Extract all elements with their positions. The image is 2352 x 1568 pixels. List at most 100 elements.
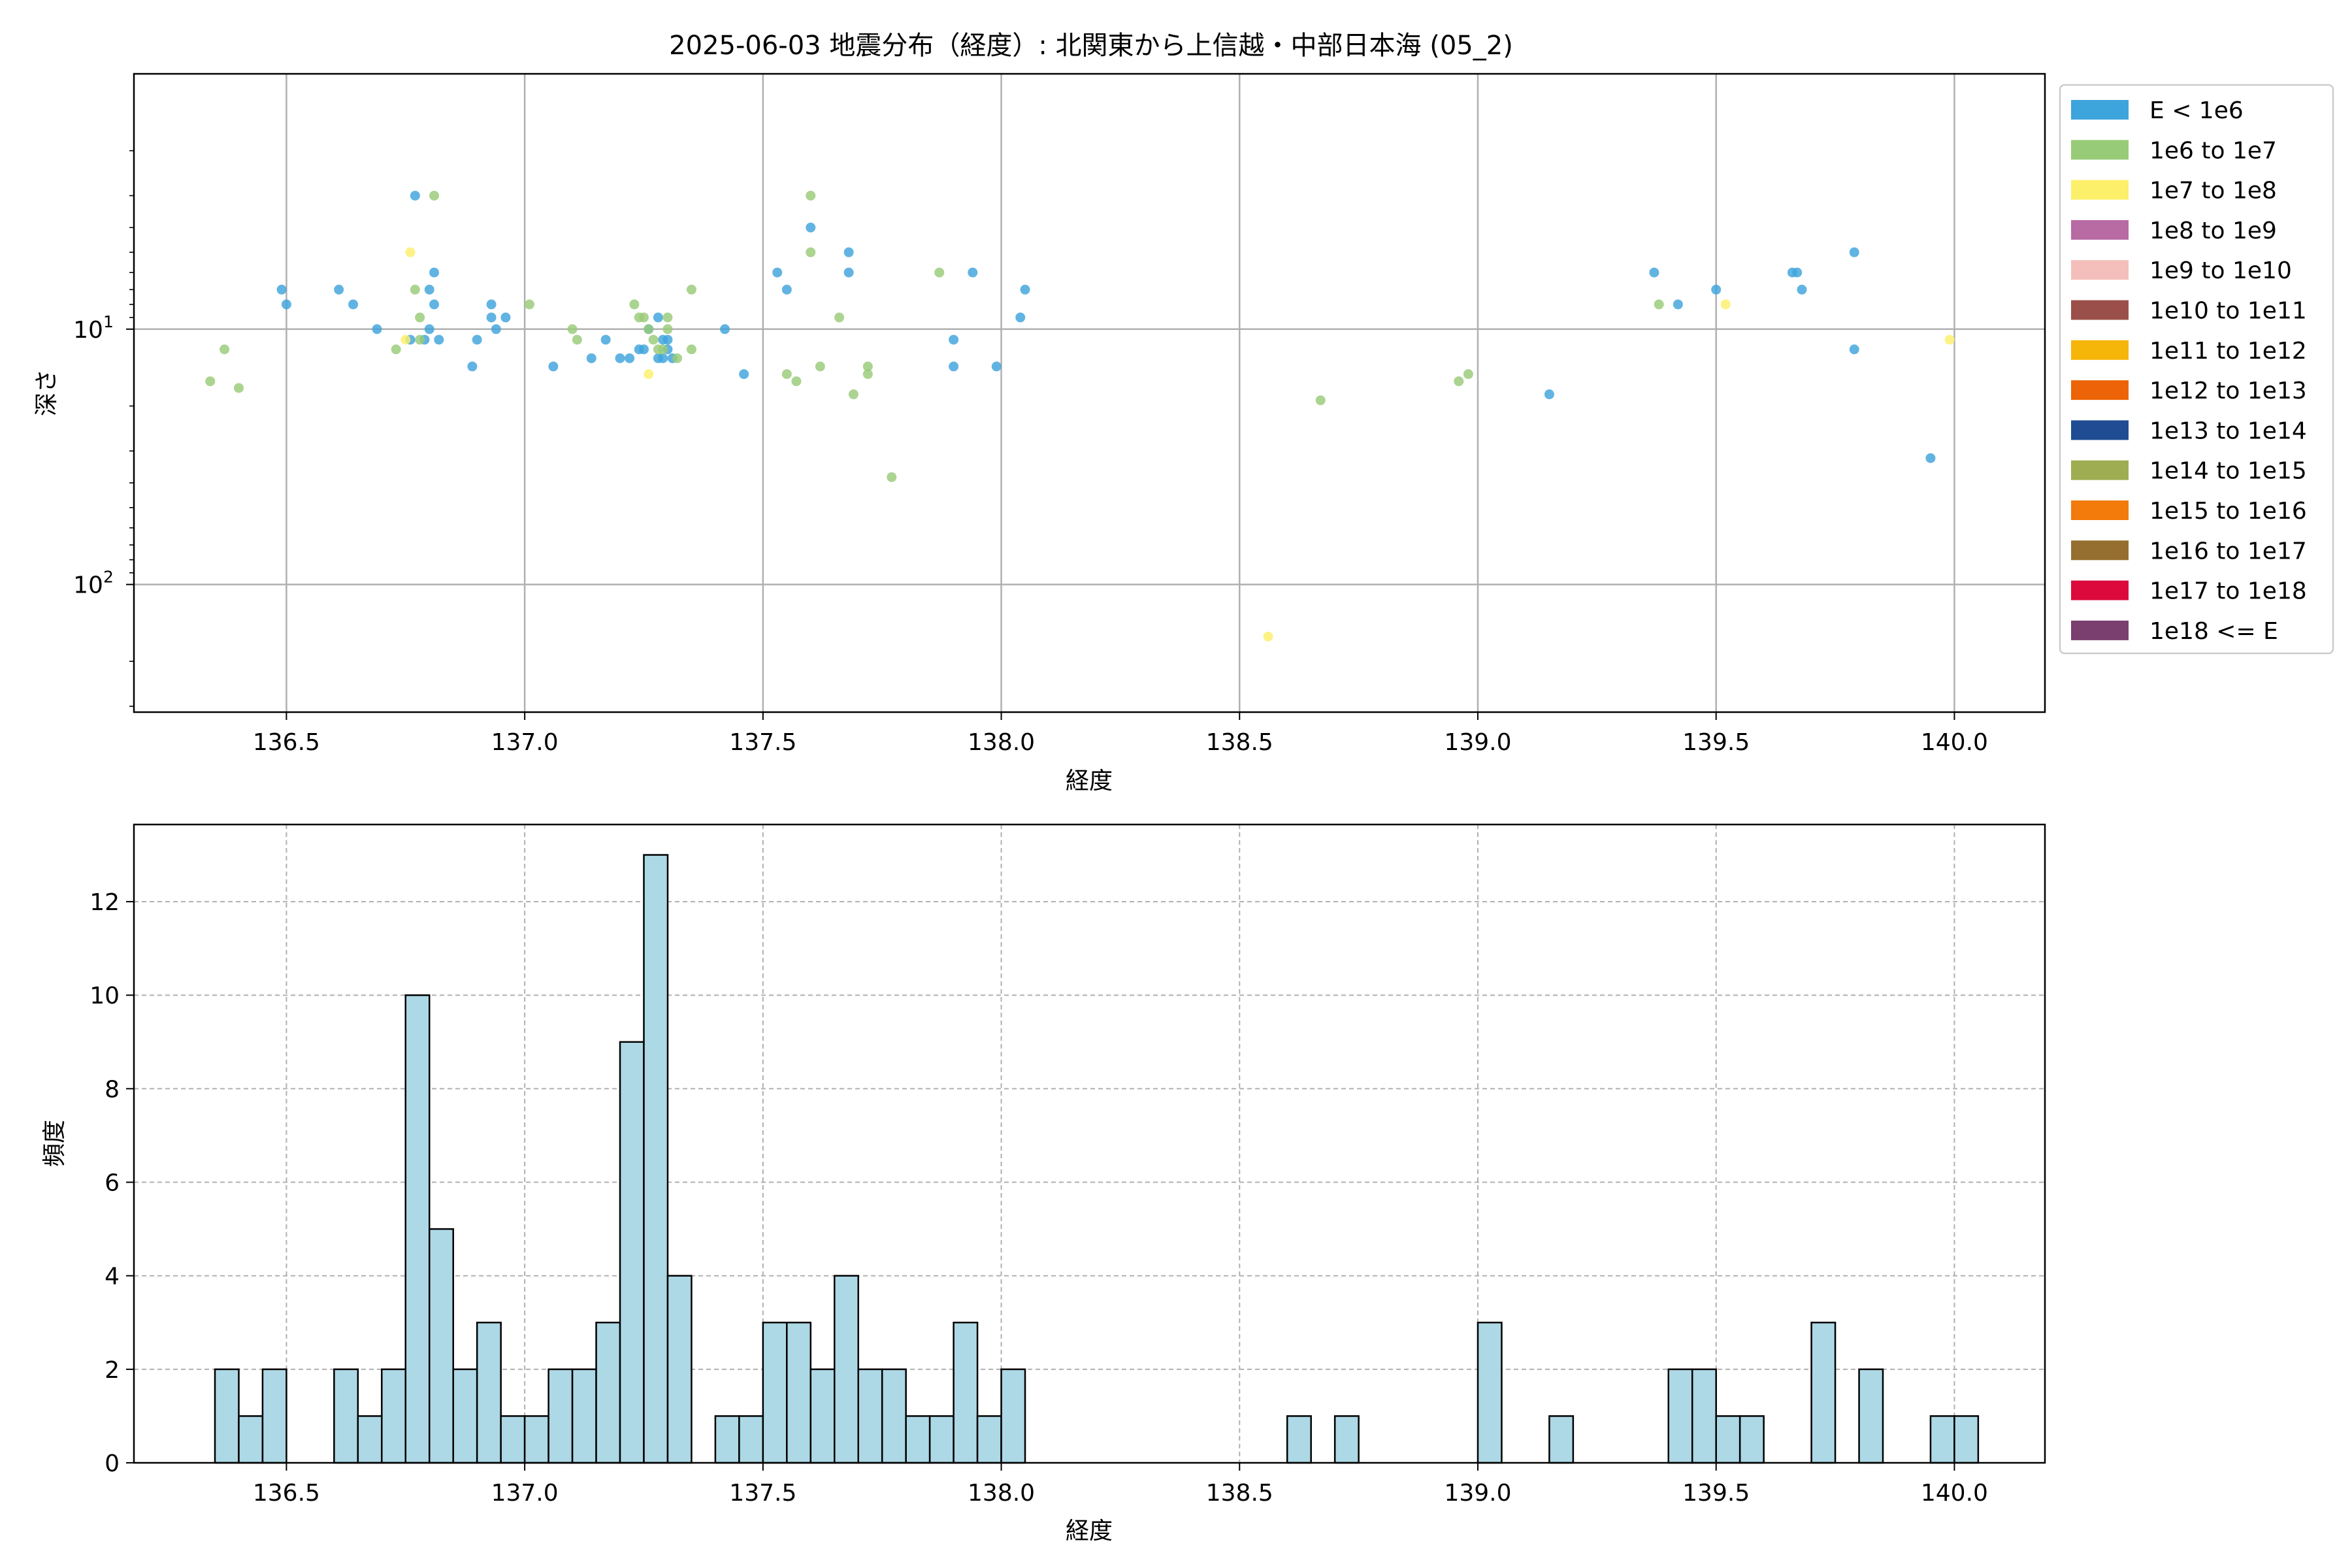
- earthquake-point: [372, 324, 382, 335]
- histogram-bar: [1000, 1368, 1026, 1464]
- histogram-bar: [666, 1275, 693, 1464]
- histogram-x-tick-label: 137.0: [491, 1480, 559, 1507]
- scatter-plot-frame: [133, 73, 2046, 713]
- legend-label: 1e10 to 1e11: [2149, 298, 2307, 325]
- earthquake-point: [1544, 389, 1554, 400]
- earthquake-point: [410, 284, 420, 295]
- earthquake-point: [781, 284, 792, 295]
- earthquake-point: [548, 361, 559, 372]
- histogram-bar: [452, 1368, 478, 1464]
- earthquake-point: [638, 344, 649, 355]
- histogram-bar: [404, 994, 431, 1464]
- histogram-bar: [786, 1322, 812, 1464]
- legend-swatch: [2071, 140, 2129, 160]
- earthquake-point: [644, 369, 654, 380]
- legend-swatch: [2071, 220, 2129, 240]
- earthquake-point: [415, 312, 425, 323]
- earthquake-point: [1015, 312, 1026, 323]
- earthquake-point: [806, 222, 816, 233]
- earthquake-point: [644, 324, 654, 335]
- earthquake-point: [524, 299, 534, 310]
- scatter-y-tick-exponent: 2: [103, 568, 114, 587]
- histogram-bar: [238, 1415, 264, 1464]
- histogram-y-tick-label: 2: [105, 1357, 120, 1384]
- histogram-x-tick-label: 138.0: [968, 1480, 1035, 1507]
- scatter-x-axis-label: 経度: [1066, 768, 1113, 794]
- histogram-bar: [619, 1041, 645, 1464]
- histogram-x-ticks: 136.5 137.0 137.5 138.0 138.5 139.0 139.5 140.0: [253, 1463, 1988, 1507]
- histogram-x-tick-label: 140.0: [1921, 1480, 1988, 1507]
- earthquake-point: [415, 335, 425, 345]
- earthquake-point: [1797, 284, 1807, 295]
- histogram-bar: [1333, 1415, 1360, 1464]
- earthquake-point: [791, 376, 802, 387]
- earthquake-point: [600, 335, 611, 345]
- earthquake-point: [719, 324, 730, 335]
- histogram-bar: [809, 1368, 836, 1464]
- histogram-bar: [953, 1322, 979, 1464]
- legend-swatch: [2071, 500, 2129, 520]
- histogram-bar: [905, 1415, 931, 1464]
- histogram-y-ticks: 0 2 4 6 8 10 12: [90, 889, 134, 1477]
- scatter-x-tick-label: 137.0: [491, 729, 559, 756]
- earthquake-point: [1792, 267, 1803, 278]
- histogram-y-tick-label: 6: [105, 1170, 120, 1197]
- scatter-x-tick-label: 137.5: [729, 729, 796, 756]
- histogram-bar: [1667, 1368, 1693, 1464]
- legend-swatch: [2071, 180, 2129, 200]
- histogram-x-axis-label: 経度: [1066, 1518, 1113, 1544]
- earthquake-point: [806, 247, 816, 257]
- legend-swatch: [2071, 300, 2129, 320]
- legend-label: 1e16 to 1e17: [2149, 538, 2307, 564]
- histogram-bar: [1929, 1415, 1955, 1464]
- legend-label: 1e11 to 1e12: [2149, 338, 2307, 365]
- histogram-bar: [881, 1368, 907, 1464]
- histogram-bars: [214, 854, 1980, 1464]
- legend-frame: [2059, 84, 2334, 655]
- earthquake-point: [887, 472, 897, 482]
- legend-label: 1e18 <= E: [2149, 618, 2278, 645]
- histogram-panel: 136.5 137.0 137.5 138.0 138.5 139.0 139.5 140.0…: [41, 823, 2046, 1544]
- histogram-x-tick-label: 136.5: [253, 1480, 320, 1507]
- legend-label: 1e13 to 1e14: [2149, 417, 2307, 444]
- scatter-y-tick-base: 10: [73, 572, 103, 599]
- legend-swatch: [2071, 580, 2129, 600]
- scatter-y-axis-label: 深さ: [33, 369, 60, 416]
- histogram-x-tick-label: 139.0: [1444, 1480, 1511, 1507]
- histogram-bar: [571, 1368, 597, 1464]
- histogram-y-tick-label: 4: [105, 1264, 120, 1290]
- legend-label: 1e12 to 1e13: [2149, 378, 2307, 404]
- earthquake-point: [834, 312, 845, 323]
- earthquake-point: [781, 369, 792, 380]
- legend-swatch: [2071, 420, 2129, 440]
- earthquake-point: [848, 389, 858, 400]
- earthquake-point: [686, 344, 696, 355]
- earthquake-point: [486, 299, 497, 310]
- histogram-y-tick-label: 8: [105, 1076, 120, 1103]
- histogram-y-tick-label: 0: [105, 1450, 120, 1477]
- histogram-y-axis-label: 頻度: [41, 1120, 68, 1167]
- earthquake-point: [1849, 247, 1859, 257]
- legend-swatch: [2071, 460, 2129, 480]
- legend-label: E < 1e6: [2149, 97, 2244, 124]
- legend-swatch: [2071, 380, 2129, 400]
- earthquake-point: [772, 267, 783, 278]
- earthquake-point: [1315, 395, 1326, 406]
- earthquake-point: [276, 284, 287, 295]
- scatter-panel: 136.5 137.0 137.5 138.0 138.5 139.0 139.5 140.0…: [33, 73, 2046, 794]
- earthquake-point: [233, 383, 244, 393]
- histogram-bar: [1810, 1322, 1837, 1464]
- histogram-x-tick-label: 137.5: [729, 1480, 796, 1507]
- earthquake-point: [739, 369, 749, 380]
- histogram-bar: [857, 1368, 883, 1464]
- legend-label: 1e15 to 1e16: [2149, 498, 2307, 525]
- histogram-bar: [500, 1415, 526, 1464]
- earthquake-point: [1849, 344, 1859, 355]
- earthquake-point: [572, 335, 582, 345]
- earthquake-point: [815, 361, 825, 372]
- scatter-grid: [134, 74, 2045, 712]
- earthquake-point: [1711, 284, 1722, 295]
- histogram-y-tick-label: 10: [90, 983, 120, 1009]
- earthquake-point: [1454, 376, 1464, 387]
